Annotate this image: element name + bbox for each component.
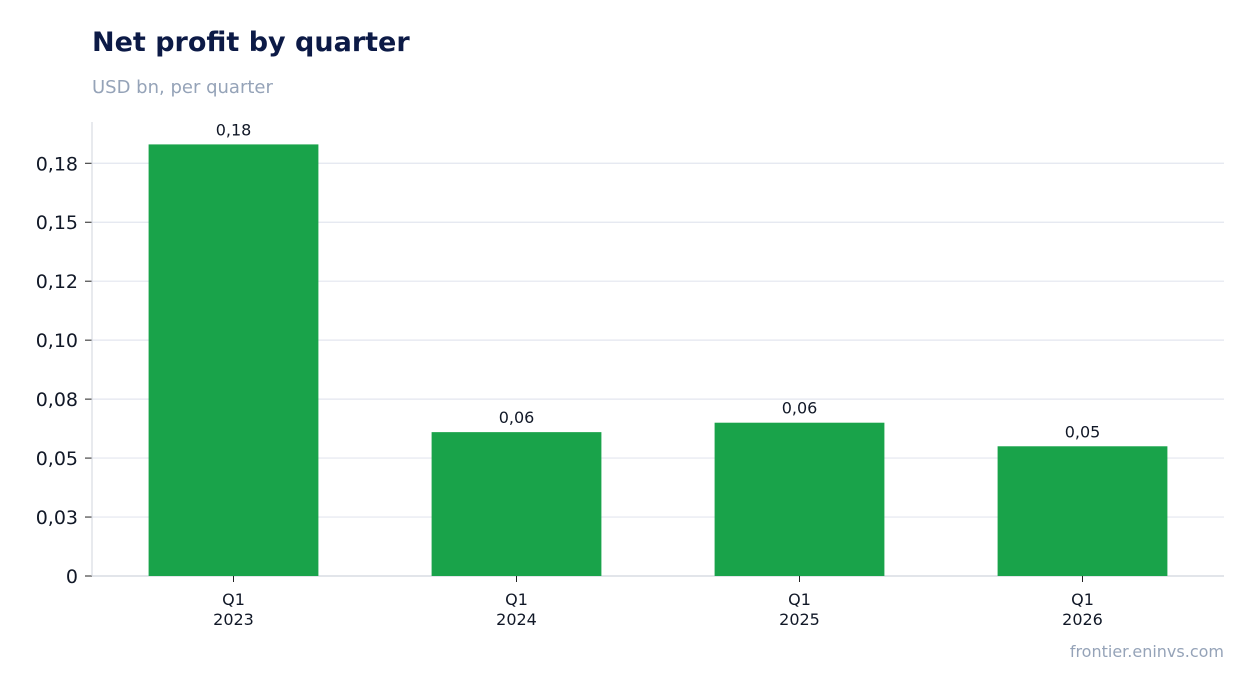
y-tick-label: 0,03 [36, 507, 78, 529]
x-tick-label: Q1 2026 [1062, 590, 1103, 629]
data-label: 0,06 [782, 399, 818, 418]
bars [148, 144, 1168, 576]
y-tick-label: 0,08 [36, 389, 78, 411]
y-tick-label: 0,15 [36, 212, 78, 234]
x-tick-quarter: Q1 [505, 590, 528, 609]
x-tick-quarter: Q1 [1071, 590, 1094, 609]
y-tick-label: 0,18 [36, 153, 78, 175]
x-tick-quarter: Q1 [222, 590, 245, 609]
y-tick-label: 0,12 [36, 271, 78, 293]
bar [431, 432, 602, 576]
y-tick-label: 0 [66, 566, 78, 588]
chart-title: Net profit by quarter [92, 27, 410, 58]
x-tick-year: 2024 [496, 610, 537, 629]
x-tick-label: Q1 2023 [213, 590, 254, 629]
x-tick-label: Q1 2025 [779, 590, 820, 629]
bar [997, 446, 1168, 576]
data-label: 0,18 [216, 120, 252, 139]
data-label: 0,06 [499, 408, 535, 427]
x-tick-year: 2023 [213, 610, 254, 629]
x-tick-quarter: Q1 [788, 590, 811, 609]
x-tick-year: 2025 [779, 610, 820, 629]
chart-subtitle: USD bn, per quarter [92, 77, 273, 98]
data-label: 0,05 [1065, 422, 1101, 441]
y-tick-label: 0,10 [36, 330, 78, 352]
x-tick-label: Q1 2024 [496, 590, 537, 629]
x-tick-year: 2026 [1062, 610, 1103, 629]
y-tick-label: 0,05 [36, 448, 78, 470]
bar [714, 422, 885, 576]
bar [148, 144, 319, 576]
source-link[interactable]: frontier.eninvs.com [1069, 642, 1224, 661]
